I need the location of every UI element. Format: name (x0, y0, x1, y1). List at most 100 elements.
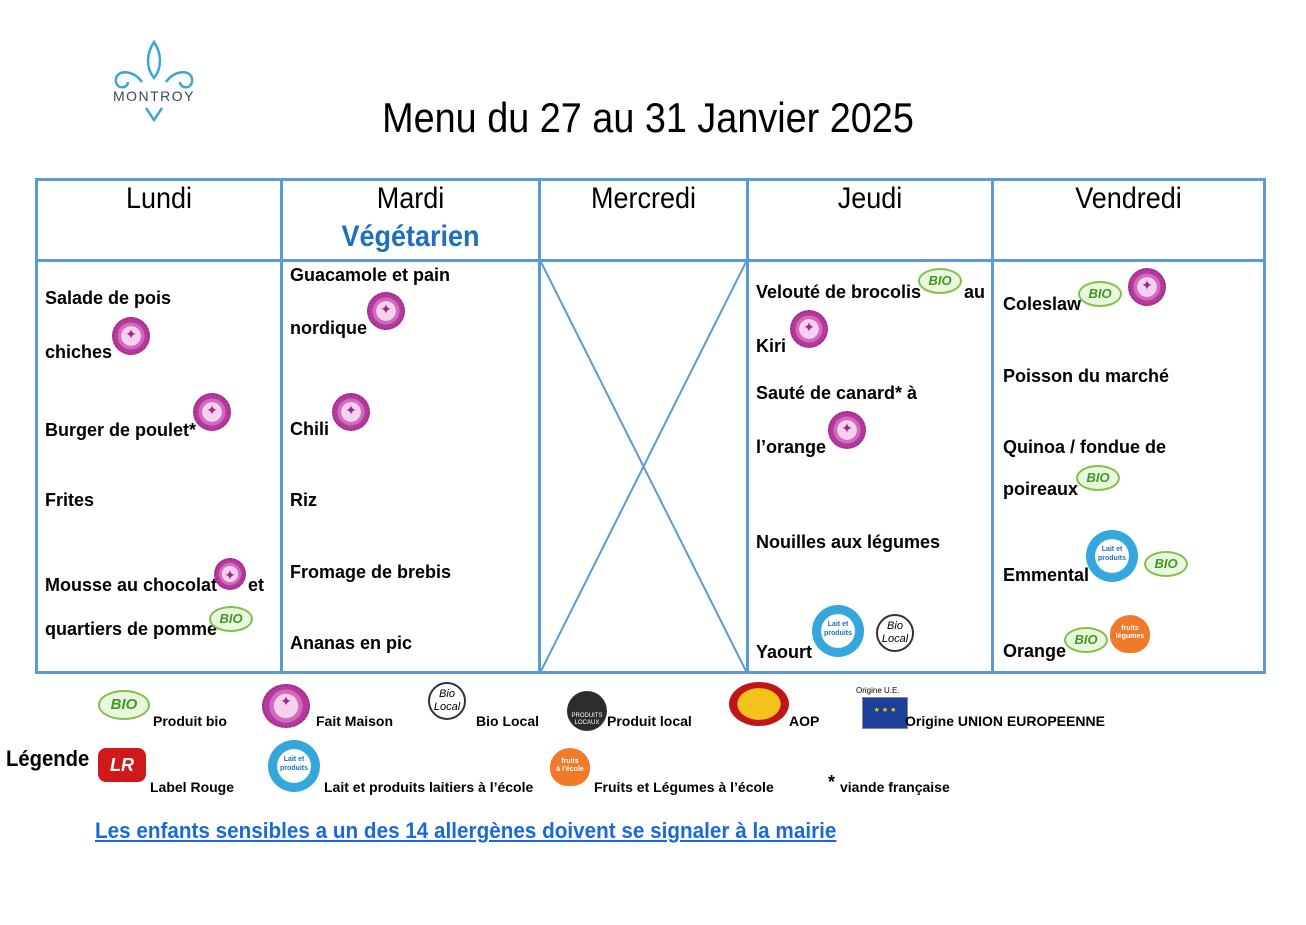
column-divider (538, 178, 541, 674)
legend-fruits-ecole: Fruits et Légumes à l’école (594, 779, 774, 795)
day-header-lundi: Lundi (125, 182, 193, 215)
bio-icon: BIO (1144, 551, 1188, 577)
lait-text: Lait et (283, 756, 305, 763)
lait-ecole-icon: Lait et produits (1086, 530, 1138, 582)
fait-maison-icon (1128, 268, 1166, 306)
menu-item: chiches (45, 342, 113, 362)
bio-icon: BIO (1064, 627, 1108, 653)
legend-aop: AOP (789, 713, 820, 729)
menu-item: l’orange (756, 437, 827, 457)
fait-maison-icon (828, 411, 866, 449)
legend-lait-ecole: Lait et produits laitiers à l’école (324, 779, 534, 795)
header-divider (35, 259, 1266, 262)
table-border-right (1263, 178, 1266, 674)
menu-item: Ananas en pic (290, 633, 413, 653)
legend-aop-icon (729, 682, 789, 726)
legend-asterisk: * (828, 772, 836, 792)
menu-item: Orange (1003, 641, 1067, 661)
fait-maison-icon (112, 317, 150, 355)
fruits-text: légumes (1115, 633, 1145, 640)
lait-text: Lait et (1101, 546, 1123, 553)
menu-item: Velouté de brocolis (756, 282, 922, 302)
legend-ue-flag-icon (862, 697, 908, 729)
montroy-logo: MONTROY (102, 38, 206, 128)
lait-text: produits (280, 765, 308, 772)
fruits-ecole-icon: fruits légumes (1110, 615, 1150, 653)
legend-origine-ue: Origine UNION EUROPEENNE (905, 713, 1105, 729)
lait-text: Lait et (827, 621, 849, 628)
day-header-mardi: Mardi (376, 182, 445, 215)
legend-produit-local-icon: PRODUITS LOCAUX (567, 691, 607, 731)
legend-label-rouge-icon: LR (98, 748, 146, 782)
fleur-de-lis-icon (114, 39, 194, 123)
column-divider (280, 178, 283, 674)
bio-icon: BIO (1078, 281, 1122, 307)
fait-maison-icon (790, 310, 828, 348)
fruits-text: à l’école (556, 766, 584, 773)
legend-title: Légende (6, 746, 90, 771)
fait-maison-icon (367, 292, 405, 330)
table-border-left (35, 178, 38, 674)
bio-icon: BIO (1076, 465, 1120, 491)
menu-item: Guacamole et pain (290, 265, 451, 285)
fruits-text: fruits (561, 758, 579, 765)
menu-item: et (248, 575, 265, 595)
menu-item: Chili (290, 419, 329, 439)
table-border-bottom (35, 671, 1266, 674)
menu-item: Burger de poulet* (45, 420, 197, 440)
bio-local-text: Bio (887, 620, 903, 632)
bio-local-text: Bio (439, 688, 455, 700)
menu-item: Mousse au chocolat (45, 575, 218, 595)
column-divider (746, 178, 749, 674)
legend-bio-local: Bio Local (476, 713, 540, 729)
lait-text: produits (1098, 555, 1126, 562)
menu-table: Lundi Mardi Végétarien Mercredi Jeudi Ve… (35, 178, 1266, 674)
day-header-vendredi: Vendredi (1075, 182, 1182, 215)
bio-icon: BIO (209, 606, 253, 632)
logo-text: MONTROY (112, 88, 196, 104)
menu-item: Quinoa / fondue de (1003, 437, 1166, 457)
table-border-top (35, 178, 1266, 181)
column-divider (991, 178, 994, 674)
menu-item: nordique (290, 318, 367, 338)
bio-local-text: Local (433, 701, 461, 713)
day-header-mercredi: Mercredi (590, 182, 697, 215)
allergy-notice-link[interactable]: Les enfants sensibles a un des 14 allerg… (95, 818, 837, 843)
menu-item: quartiers de pomme (45, 619, 218, 639)
page-title: Menu du 27 au 31 Janvier 2025 (382, 94, 914, 141)
legend-fait-maison-icon (262, 684, 310, 728)
bio-local-text: Local (881, 633, 909, 645)
lait-ecole-icon: Lait et produits (812, 605, 864, 657)
legend-lait-ecole-icon: Lait et produits (268, 740, 320, 792)
legend-produit-local: Produit local (607, 713, 692, 729)
menu-item: Frites (45, 490, 95, 510)
menu-item: Coleslaw (1003, 294, 1082, 314)
fait-maison-icon (332, 393, 370, 431)
menu-item: poireaux (1003, 479, 1079, 499)
no-service-cross (541, 262, 746, 671)
legend-fait-maison: Fait Maison (316, 713, 394, 729)
menu-item: Sauté de canard* à (756, 383, 918, 403)
fruits-text: fruits (1121, 625, 1139, 632)
fait-maison-icon (214, 558, 246, 590)
menu-item: Poisson du marché (1003, 366, 1170, 386)
legend-ue-caption: Origine U.E. (856, 686, 900, 695)
legend-label-rouge: Label Rouge (150, 779, 235, 795)
vegetarien-label: Végétarien (341, 220, 480, 253)
legend-fruits-ecole-icon: fruits à l’école (550, 748, 590, 786)
bio-local-icon: Bio Local (876, 614, 914, 652)
menu-item: Kiri (756, 336, 787, 356)
menu-item: Nouilles aux légumes (756, 532, 941, 552)
bio-icon: BIO (918, 268, 962, 294)
legend-bio-local-icon: Bio Local (428, 682, 466, 720)
local-text: PRODUITS (571, 713, 603, 719)
menu-item: au (964, 282, 986, 302)
day-header-jeudi: Jeudi (837, 182, 903, 215)
menu-item: Emmental (1003, 565, 1090, 585)
local-text: LOCAUX (574, 720, 600, 726)
menu-item: Salade de pois (45, 288, 172, 308)
legend-viande: viande française (840, 779, 950, 795)
legend-bio-icon: BIO (98, 690, 150, 720)
legend-produit-bio: Produit bio (153, 713, 227, 729)
menu-item: Fromage de brebis (290, 562, 452, 582)
